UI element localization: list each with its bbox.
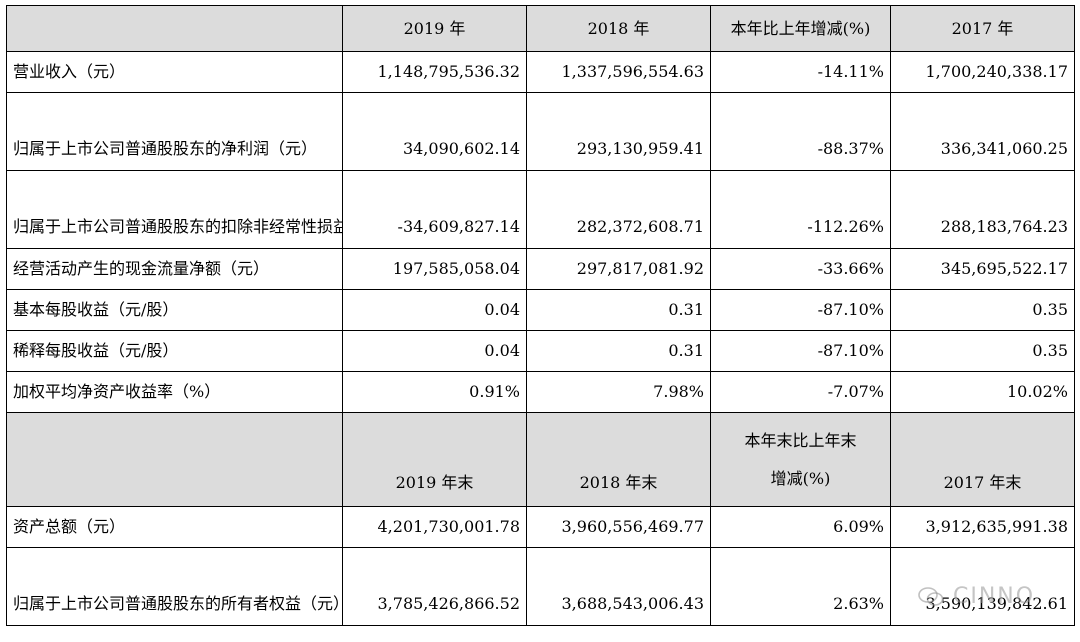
table-row: 归属于上市公司普通股股东的扣除非经常性损益后的净利润（元） -34,609,82… [6,170,1075,249]
value-2017: 345,695,522.17 [890,248,1075,290]
table-row: 基本每股收益（元/股） 0.04 0.31 -87.10% 0.35 [6,289,1075,331]
value-2019: 0.04 [342,289,527,331]
value-2017: 288,183,764.23 [890,170,1075,249]
value-2018: 0.31 [526,289,711,331]
row-label: 加权平均净资产收益率（%） [6,371,343,413]
value-change: 6.09% [710,506,891,548]
row-label: 基本每股收益（元/股） [6,289,343,331]
value-change: -14.11% [710,51,891,93]
row-label: 稀释每股收益（元/股） [6,330,343,372]
table-subheader-row: 2019 年末 2018 年末 本年末比上年末 增减(%) 2017 年末 [6,412,1075,507]
subheader-change-line2: 增减(%) [770,469,831,488]
header-label-cell [6,5,343,52]
value-change: -88.37% [710,92,891,171]
value-2019: 0.04 [342,330,527,372]
table-row: 营业收入（元） 1,148,795,536.32 1,337,596,554.6… [6,51,1075,93]
value-2018: 3,688,543,006.43 [526,547,711,626]
value-2019: 34,090,602.14 [342,92,527,171]
value-2019: 1,148,795,536.32 [342,51,527,93]
value-change: -7.07% [710,371,891,413]
subheader-change: 本年末比上年末 增减(%) [710,412,891,507]
value-change: -87.10% [710,330,891,372]
value-2018: 0.31 [526,330,711,372]
value-2019: -34,609,827.14 [342,170,527,249]
value-2017: 336,341,060.25 [890,92,1075,171]
table-row: 归属于上市公司普通股股东的净利润（元） 34,090,602.14 293,13… [6,92,1075,171]
value-2017: 3,590,139,842.61 [890,547,1075,626]
value-2018: 7.98% [526,371,711,413]
subheader-2018: 2018 年末 [526,412,711,507]
header-2017: 2017 年 [890,5,1075,52]
table-row: 加权平均净资产收益率（%） 0.91% 7.98% -7.07% 10.02% [6,371,1075,413]
value-2019: 4,201,730,001.78 [342,506,527,548]
value-2019: 3,785,426,866.52 [342,547,527,626]
value-2017: 0.35 [890,289,1075,331]
table-row: 归属于上市公司普通股股东的所有者权益（元） 3,785,426,866.52 3… [6,547,1075,626]
value-2018: 282,372,608.71 [526,170,711,249]
table-header-row: 2019 年 2018 年 本年比上年增减(%) 2017 年 [6,5,1075,52]
value-2019: 197,585,058.04 [342,248,527,290]
subheader-change-line1: 本年末比上年末 [744,431,857,450]
value-2018: 293,130,959.41 [526,92,711,171]
watermark-text: CINNO [953,584,1036,609]
subheader-label-cell [6,412,343,507]
row-label: 归属于上市公司普通股股东的所有者权益（元） [6,547,343,626]
value-2018: 1,337,596,554.63 [526,51,711,93]
row-label: 资产总额（元） [6,506,343,548]
wechat-icon [918,587,944,606]
value-2017: 0.35 [890,330,1075,372]
watermark: CINNO [918,584,1035,609]
value-2019: 0.91% [342,371,527,413]
value-change: -87.10% [710,289,891,331]
row-label: 归属于上市公司普通股股东的净利润（元） [6,92,343,171]
header-2018: 2018 年 [526,5,711,52]
value-change: -112.26% [710,170,891,249]
row-label: 经营活动产生的现金流量净额（元） [6,248,343,290]
value-2018: 3,960,556,469.77 [526,506,711,548]
value-2017: 10.02% [890,371,1075,413]
value-2017: 3,912,635,991.38 [890,506,1075,548]
value-change: 2.63% [710,547,891,626]
subheader-2017: 2017 年末 [890,412,1075,507]
value-change: -33.66% [710,248,891,290]
table-row: 资产总额（元） 4,201,730,001.78 3,960,556,469.7… [6,506,1075,548]
row-label: 营业收入（元） [6,51,343,93]
value-2017: 1,700,240,338.17 [890,51,1075,93]
table-row: 稀释每股收益（元/股） 0.04 0.31 -87.10% 0.35 [6,330,1075,372]
table-row: 经营活动产生的现金流量净额（元） 197,585,058.04 297,817,… [6,248,1075,290]
header-2019: 2019 年 [342,5,527,52]
value-2018: 297,817,081.92 [526,248,711,290]
financial-summary-table: 2019 年 2018 年 本年比上年增减(%) 2017 年 营业收入（元） … [6,5,1075,626]
row-label: 归属于上市公司普通股股东的扣除非经常性损益后的净利润（元） [6,170,343,249]
header-change: 本年比上年增减(%) [710,5,891,52]
subheader-2019: 2019 年末 [342,412,527,507]
